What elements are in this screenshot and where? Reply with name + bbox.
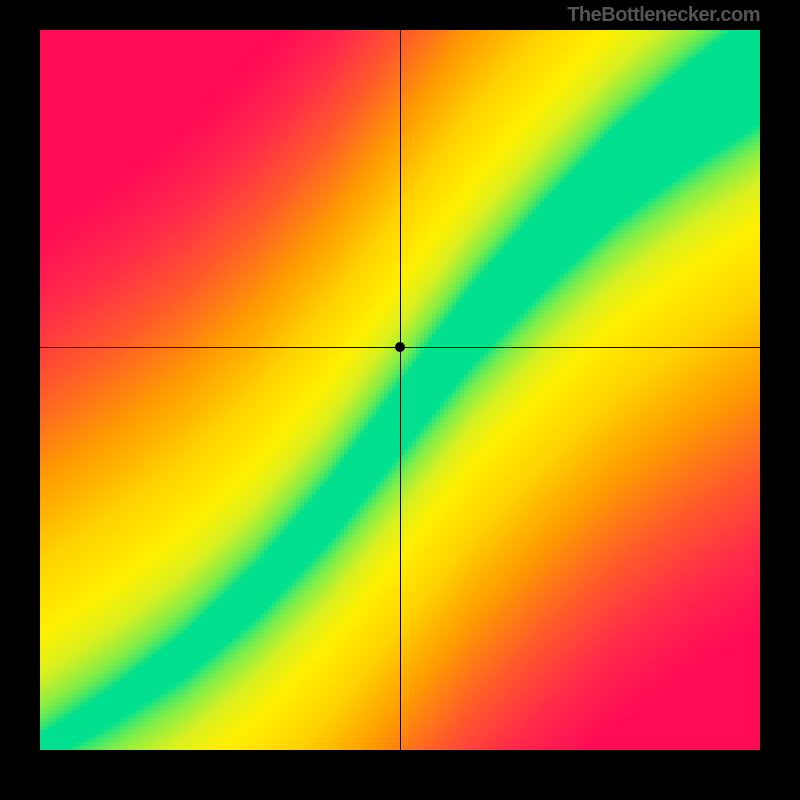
crosshair-marker xyxy=(395,342,405,352)
watermark-text: TheBottlenecker.com xyxy=(567,4,760,27)
heatmap-plot xyxy=(40,30,760,750)
crosshair-vertical xyxy=(400,30,401,750)
